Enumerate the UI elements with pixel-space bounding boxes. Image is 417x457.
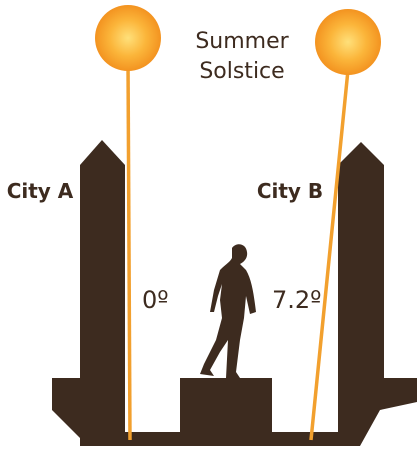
sun-b xyxy=(315,9,381,75)
sun-ray-a xyxy=(128,60,130,440)
angle-label: 7.2º xyxy=(272,286,321,314)
title-line: Solstice xyxy=(199,59,284,84)
middle-block xyxy=(180,378,272,438)
obelisk-a xyxy=(80,140,125,444)
diagram: Summer Solstice City A City B 0º 7.2º xyxy=(0,0,417,457)
city-label: City B xyxy=(257,179,323,203)
obelisk-b xyxy=(338,142,417,446)
page: Summer Solstice City A City B 0º 7.2º ((… xyxy=(0,0,417,457)
person xyxy=(200,244,256,378)
city-label: City A xyxy=(7,179,74,203)
title-line: Summer xyxy=(195,29,289,54)
sun-a xyxy=(95,5,161,71)
angle-label: 0º xyxy=(142,286,169,314)
